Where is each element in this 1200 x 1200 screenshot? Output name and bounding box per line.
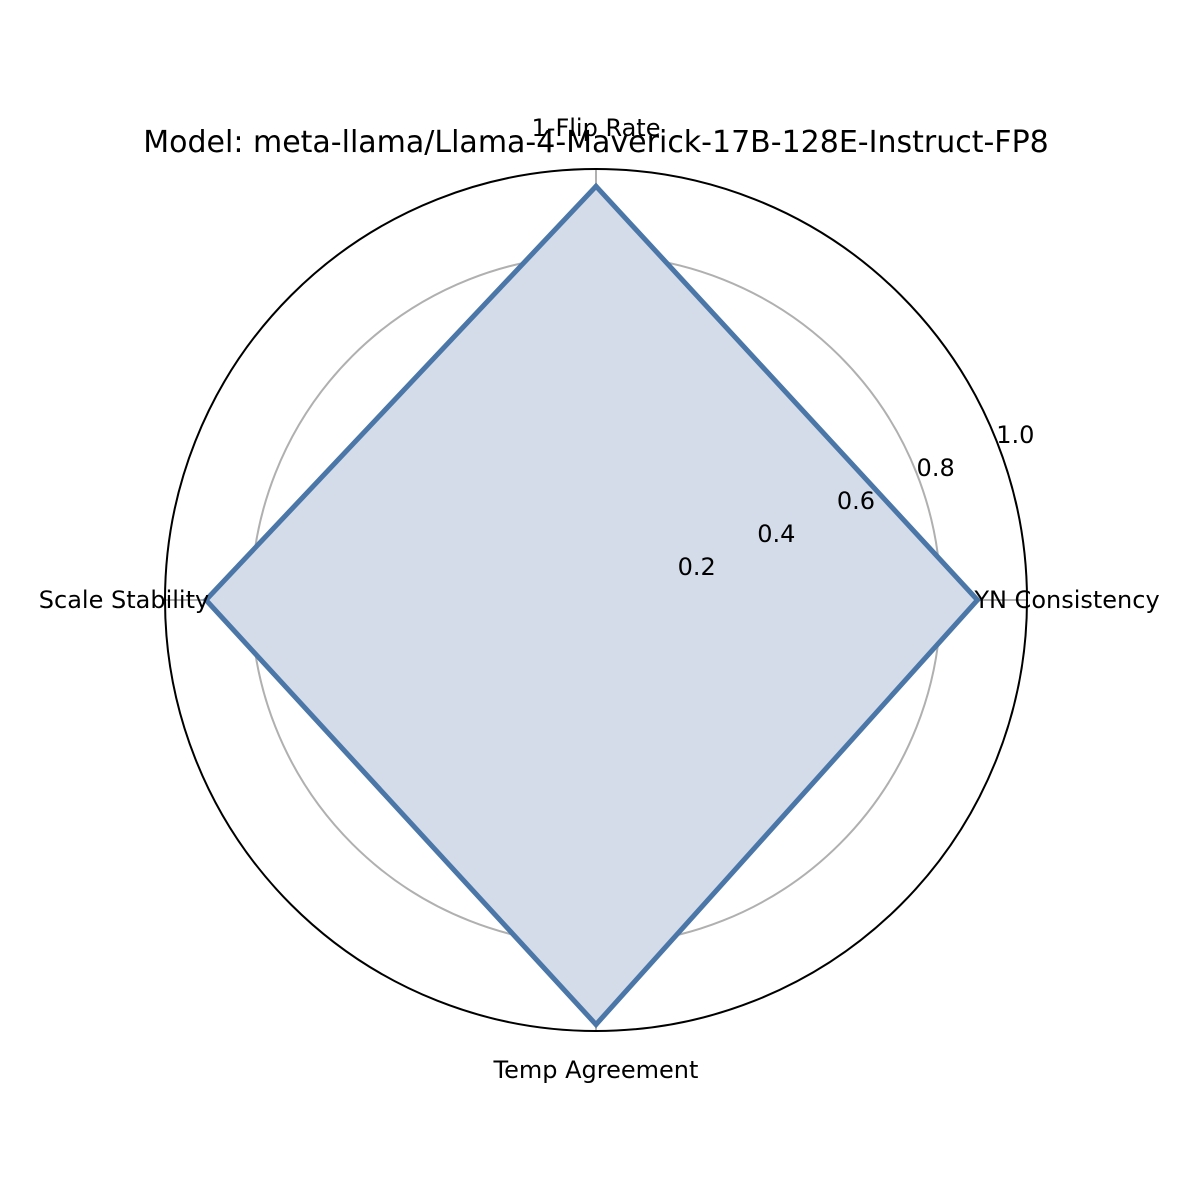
- data-point-scale-stability: [203, 597, 209, 603]
- data-point-yn-consistency: [974, 597, 980, 603]
- data-point-1-flip-rate: [593, 183, 599, 189]
- data-point-temp-agreement: [593, 1022, 599, 1028]
- axis-label-scale-stability: Scale Stability: [39, 586, 209, 614]
- r-tick-label-0: 0.2: [678, 553, 716, 581]
- r-tick-label-1: 0.4: [757, 520, 795, 548]
- r-tick-label-2: 0.6: [837, 487, 875, 515]
- outer-ring-layer: [164, 168, 1028, 1032]
- axis-label-1-flip-rate: 1-Flip Rate: [532, 114, 661, 142]
- axis-label-yn-consistency: YN Consistency: [973, 586, 1159, 614]
- axis-label-temp-agreement: Temp Agreement: [493, 1056, 699, 1084]
- r-tick-label-3: 0.8: [917, 454, 955, 482]
- label-layer: 0.2 0.4 0.6 0.8 1.0 YN Consistency 1-Flip Rate…: [39, 114, 1160, 1084]
- series-layer: [202, 182, 981, 1029]
- r-tick-label-4: 1.0: [996, 421, 1034, 449]
- series-area-0: [205, 186, 978, 1025]
- outer-ring: [164, 168, 1028, 1032]
- chart-title: Model: meta-llama/Llama-4-Maverick-17B-1…: [143, 125, 1049, 160]
